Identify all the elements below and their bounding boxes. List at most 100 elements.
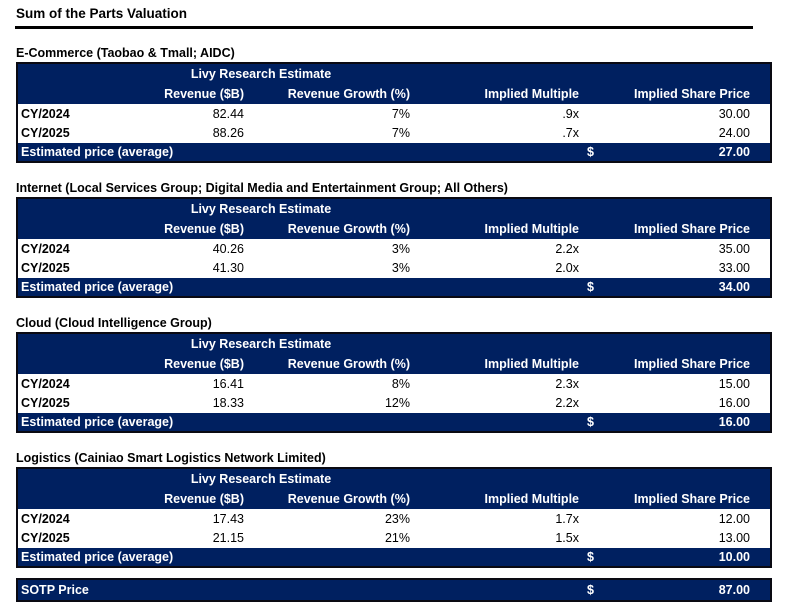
estimated-price-value-cell: $ 27.00 xyxy=(581,145,770,159)
row-label: CY/2025 xyxy=(21,125,70,140)
estimated-price-label: Estimated price (average) xyxy=(21,145,174,159)
estimated-price-value: 16.00 xyxy=(718,415,750,429)
revenue-cell: 21.15 xyxy=(212,530,244,545)
currency-symbol: $ xyxy=(587,145,594,159)
col-header-multiple: Implied Multiple xyxy=(484,222,579,236)
estimated-price-row: Estimated price (average) $ 10.00 xyxy=(18,547,770,566)
growth-cell: 3% xyxy=(391,260,410,275)
share-price-cell: 33.00 xyxy=(718,260,750,275)
estimated-price-value: 27.00 xyxy=(718,145,750,159)
table-row: CY/2024 40.26 3% 2.2x 35.00 xyxy=(18,239,770,258)
revenue-cell: 41.30 xyxy=(212,260,244,275)
growth-cell: 3% xyxy=(391,241,410,256)
sotp-price-value-cell: $ 87.00 xyxy=(581,583,770,597)
column-header-row: Revenue ($B) Revenue Growth (%) Implied … xyxy=(18,219,770,239)
valuation-table-logistics: Livy Research Estimate Revenue ($B) Reve… xyxy=(16,467,772,568)
valuation-table-internet: Livy Research Estimate Revenue ($B) Reve… xyxy=(16,197,772,298)
page-title: Sum of the Parts Valuation xyxy=(16,6,188,21)
currency-symbol: $ xyxy=(587,415,594,429)
share-price-cell: 24.00 xyxy=(718,125,750,140)
estimated-price-value: 10.00 xyxy=(718,550,750,564)
estimated-price-row: Estimated price (average) $ 27.00 xyxy=(18,142,770,161)
title-underline-rule xyxy=(15,26,753,29)
estimated-price-label: Estimated price (average) xyxy=(21,550,174,564)
table-row: CY/2025 18.33 12% 2.2x 16.00 xyxy=(18,393,770,412)
valuation-table-ecommerce: Livy Research Estimate Revenue ($B) Reve… xyxy=(16,62,772,163)
share-price-cell: 16.00 xyxy=(718,395,750,410)
multiple-cell: 2.2x xyxy=(555,395,579,410)
growth-cell: 8% xyxy=(391,376,410,391)
group-header-row: Livy Research Estimate xyxy=(18,199,770,219)
estimated-price-value-cell: $ 16.00 xyxy=(581,415,770,429)
col-header-multiple: Implied Multiple xyxy=(484,357,579,371)
col-header-share-price: Implied Share Price xyxy=(633,87,750,101)
section-heading-cloud: Cloud (Cloud Intelligence Group) xyxy=(16,316,212,330)
row-label: CY/2025 xyxy=(21,530,70,545)
table-row: CY/2025 21.15 21% 1.5x 13.00 xyxy=(18,528,770,547)
growth-cell: 21% xyxy=(384,530,410,545)
col-header-revenue: Revenue ($B) xyxy=(164,357,244,371)
col-header-multiple: Implied Multiple xyxy=(484,87,579,101)
row-label: CY/2024 xyxy=(21,241,70,256)
group-header-row: Livy Research Estimate xyxy=(18,334,770,354)
section-heading-logistics: Logistics (Cainiao Smart Logistics Netwo… xyxy=(16,451,326,465)
multiple-cell: 1.7x xyxy=(555,511,579,526)
col-header-revenue: Revenue ($B) xyxy=(164,87,244,101)
currency-symbol: $ xyxy=(587,550,594,564)
estimated-price-label: Estimated price (average) xyxy=(21,280,174,294)
group-header-row: Livy Research Estimate xyxy=(18,469,770,489)
section-heading-ecommerce: E-Commerce (Taobao & Tmall; AIDC) xyxy=(16,46,235,60)
estimated-price-value-cell: $ 34.00 xyxy=(581,280,770,294)
valuation-table-cloud: Livy Research Estimate Revenue ($B) Reve… xyxy=(16,332,772,433)
col-header-growth: Revenue Growth (%) xyxy=(287,87,410,101)
revenue-cell: 88.26 xyxy=(212,125,244,140)
multiple-cell: 2.0x xyxy=(555,260,579,275)
growth-cell: 7% xyxy=(391,106,410,121)
col-header-growth: Revenue Growth (%) xyxy=(287,222,410,236)
estimated-price-label: Estimated price (average) xyxy=(21,415,174,429)
table-row: CY/2024 82.44 7% .9x 30.00 xyxy=(18,104,770,123)
share-price-cell: 30.00 xyxy=(718,106,750,121)
col-header-share-price: Implied Share Price xyxy=(633,492,750,506)
share-price-cell: 15.00 xyxy=(718,376,750,391)
section-heading-internet: Internet (Local Services Group; Digital … xyxy=(16,181,508,195)
sotp-price-value: 87.00 xyxy=(718,583,750,597)
group-header-label: Livy Research Estimate xyxy=(190,67,332,81)
sotp-price-label: SOTP Price xyxy=(21,583,89,597)
sotp-price-row: SOTP Price $ 87.00 xyxy=(18,580,770,600)
col-header-growth: Revenue Growth (%) xyxy=(287,357,410,371)
revenue-cell: 82.44 xyxy=(212,106,244,121)
row-label: CY/2025 xyxy=(21,395,70,410)
row-label: CY/2024 xyxy=(21,376,70,391)
sotp-price-table: SOTP Price $ 87.00 xyxy=(16,578,772,602)
estimated-price-row: Estimated price (average) $ 34.00 xyxy=(18,277,770,296)
row-label: CY/2024 xyxy=(21,511,70,526)
share-price-cell: 35.00 xyxy=(718,241,750,256)
currency-symbol: $ xyxy=(587,280,594,294)
column-header-row: Revenue ($B) Revenue Growth (%) Implied … xyxy=(18,84,770,104)
table-row: CY/2025 41.30 3% 2.0x 33.00 xyxy=(18,258,770,277)
share-price-cell: 13.00 xyxy=(718,530,750,545)
revenue-cell: 40.26 xyxy=(212,241,244,256)
growth-cell: 12% xyxy=(384,395,410,410)
table-row: CY/2024 17.43 23% 1.7x 12.00 xyxy=(18,509,770,528)
estimated-price-row: Estimated price (average) $ 16.00 xyxy=(18,412,770,431)
currency-symbol: $ xyxy=(587,583,594,597)
col-header-multiple: Implied Multiple xyxy=(484,492,579,506)
row-label: CY/2025 xyxy=(21,260,70,275)
col-header-revenue: Revenue ($B) xyxy=(164,222,244,236)
column-header-row: Revenue ($B) Revenue Growth (%) Implied … xyxy=(18,489,770,509)
multiple-cell: 2.2x xyxy=(555,241,579,256)
group-header-label: Livy Research Estimate xyxy=(190,337,332,351)
group-header-label: Livy Research Estimate xyxy=(190,472,332,486)
table-row: CY/2025 88.26 7% .7x 24.00 xyxy=(18,123,770,142)
row-label: CY/2024 xyxy=(21,106,70,121)
column-header-row: Revenue ($B) Revenue Growth (%) Implied … xyxy=(18,354,770,374)
revenue-cell: 16.41 xyxy=(212,376,244,391)
estimated-price-value-cell: $ 10.00 xyxy=(581,550,770,564)
multiple-cell: 2.3x xyxy=(555,376,579,391)
revenue-cell: 18.33 xyxy=(212,395,244,410)
growth-cell: 23% xyxy=(384,511,410,526)
col-header-share-price: Implied Share Price xyxy=(633,357,750,371)
share-price-cell: 12.00 xyxy=(718,511,750,526)
